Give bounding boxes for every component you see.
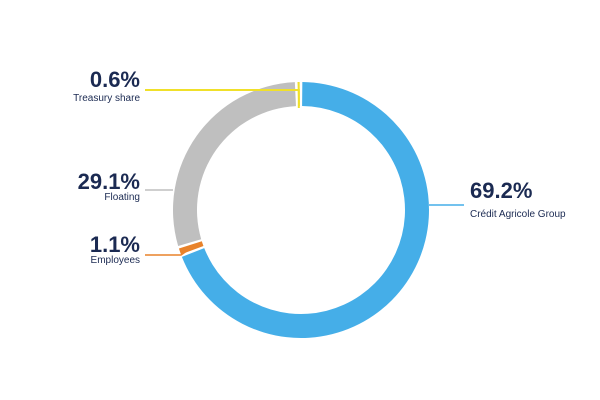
value-label-employees: 1.1% — [90, 232, 140, 257]
category-label-employees: Employees — [91, 255, 140, 266]
slice-floating — [172, 82, 296, 246]
donut-slices — [172, 82, 429, 338]
leader-lines — [145, 89, 464, 256]
category-label-floating: Floating — [104, 192, 140, 203]
value-label-credit-agricole-group: 69.2% — [470, 178, 532, 203]
value-label-treasury-share: 0.6% — [90, 67, 140, 92]
category-label-credit-agricole-group: Crédit Agricole Group — [470, 209, 566, 220]
category-label-treasury-share: Treasury share — [73, 93, 140, 104]
leader-line-treasury-share — [145, 89, 300, 109]
leader-line-employees — [145, 246, 192, 256]
value-label-floating: 29.1% — [78, 169, 140, 194]
